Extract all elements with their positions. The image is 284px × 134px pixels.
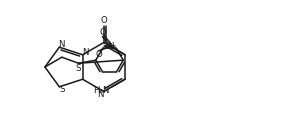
- Text: S: S: [60, 85, 65, 94]
- Text: O: O: [99, 28, 106, 37]
- Text: N: N: [107, 42, 114, 51]
- Text: O: O: [101, 16, 107, 25]
- Text: N: N: [98, 90, 104, 99]
- Text: N: N: [82, 48, 89, 57]
- Text: N: N: [58, 40, 64, 49]
- Text: S: S: [76, 64, 81, 73]
- Text: O: O: [95, 50, 102, 59]
- Text: H₂N: H₂N: [93, 85, 110, 94]
